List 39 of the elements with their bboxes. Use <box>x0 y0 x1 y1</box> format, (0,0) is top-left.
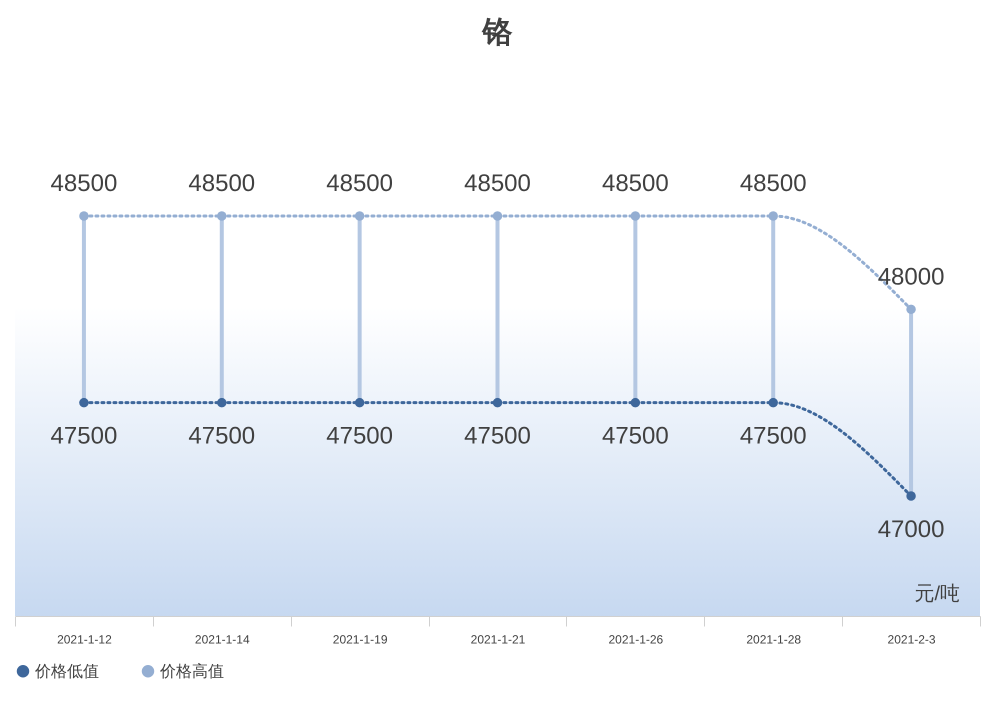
data-label: 48000 <box>878 263 944 290</box>
point <box>217 211 227 221</box>
data-label: 47500 <box>740 422 807 450</box>
point <box>906 304 916 314</box>
x-tick-label: 2021-1-14 <box>194 632 250 646</box>
point <box>630 398 640 408</box>
data-label: 47000 <box>878 516 944 543</box>
legend-label: 价格低值 <box>34 663 99 680</box>
data-label: 48500 <box>464 170 531 197</box>
data-label: 47500 <box>326 422 394 450</box>
point <box>492 398 502 408</box>
x-tick-label: 2021-1-19 <box>332 632 388 646</box>
data-label: 47500 <box>188 422 256 450</box>
point <box>906 491 916 501</box>
x-tick-label: 2021-1-28 <box>746 632 802 646</box>
data-label: 48500 <box>326 170 394 197</box>
point <box>630 211 640 221</box>
data-label: 48500 <box>188 170 256 197</box>
data-label: 47500 <box>464 422 531 450</box>
point <box>79 398 89 408</box>
data-label: 48500 <box>602 170 669 197</box>
point <box>354 211 364 221</box>
text: 元/吨 <box>914 583 960 605</box>
data-label: 48500 <box>740 170 807 197</box>
data-label: 48500 <box>50 170 118 197</box>
x-tick-label: 2021-1-26 <box>608 632 664 646</box>
point <box>354 398 364 408</box>
data-label: 47500 <box>50 422 118 450</box>
x-tick-label: 2021-1-21 <box>470 632 526 646</box>
chart-title: 铬 <box>482 16 514 49</box>
point <box>79 211 89 221</box>
point <box>768 211 778 221</box>
point <box>492 211 502 221</box>
point <box>217 398 227 408</box>
point <box>768 398 778 408</box>
x-tick-label: 2021-2-3 <box>888 632 936 646</box>
data-label: 47500 <box>602 422 669 450</box>
x-tick-label: 2021-1-12 <box>57 632 112 646</box>
legend-label: 价格高值 <box>159 662 224 680</box>
